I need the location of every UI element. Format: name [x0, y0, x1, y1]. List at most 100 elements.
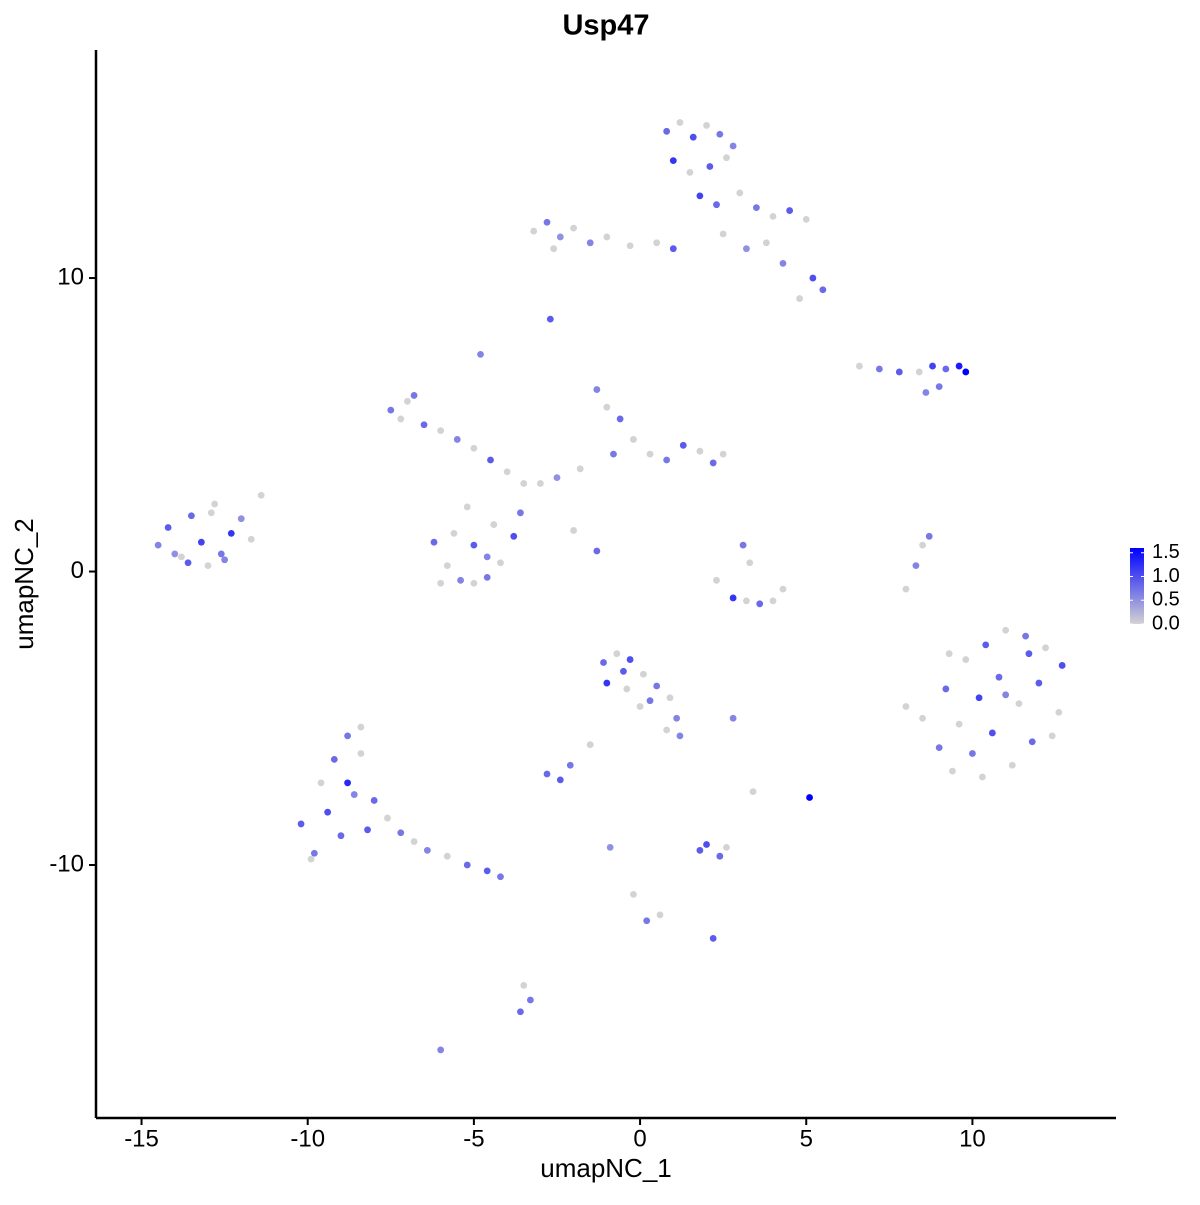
cell-point — [716, 130, 724, 138]
cell-point — [729, 142, 737, 150]
cell-point — [344, 732, 351, 740]
points — [154, 119, 1066, 1054]
cell-point — [586, 741, 594, 749]
cell-point — [653, 239, 661, 247]
cell-point — [556, 233, 564, 241]
cell-point — [716, 852, 724, 860]
cell-point — [1035, 679, 1043, 687]
cell-point — [723, 844, 730, 851]
cell-point — [945, 650, 953, 658]
cell-point — [536, 480, 544, 487]
cell-point — [227, 529, 235, 537]
cell-point — [517, 1008, 524, 1016]
cell-point — [453, 436, 461, 443]
cell-point — [929, 362, 936, 370]
cell-point — [942, 365, 950, 373]
cell-point — [483, 553, 491, 561]
cell-point — [576, 465, 584, 473]
cell-point — [593, 547, 601, 555]
cell-point — [387, 406, 395, 414]
cell-point — [483, 573, 491, 581]
cell-point — [646, 450, 654, 458]
cell-point — [955, 720, 963, 728]
cell-point — [686, 168, 694, 176]
cell-point — [344, 779, 351, 787]
cell-point — [257, 491, 265, 499]
cell-point — [919, 541, 926, 549]
cell-point — [237, 515, 245, 523]
cell-point — [875, 365, 883, 373]
cell-point — [982, 641, 990, 649]
cell-point — [600, 659, 607, 666]
cell-point — [729, 714, 737, 722]
cell-point — [616, 415, 624, 423]
x-tick-label: 10 — [959, 1125, 986, 1152]
cell-point — [221, 556, 229, 564]
cell-point — [517, 509, 524, 517]
cell-point — [669, 245, 677, 253]
cell-point — [497, 559, 504, 567]
y-tick-label: 0 — [71, 557, 84, 584]
colorbar-label: 1.0 — [1152, 565, 1180, 587]
cell-point — [802, 215, 810, 223]
cell-point — [743, 245, 750, 253]
cell-point — [470, 579, 478, 587]
cell-point — [570, 224, 577, 232]
cell-point — [689, 133, 697, 141]
cell-point — [443, 562, 451, 570]
colorbar — [1130, 548, 1144, 624]
cell-point — [497, 873, 504, 881]
cell-point — [546, 315, 554, 323]
cell-point — [384, 814, 391, 822]
cell-point — [739, 541, 747, 549]
cell-point — [919, 714, 926, 722]
cell-point — [656, 911, 664, 919]
cell-point — [550, 245, 558, 253]
cell-point — [1028, 738, 1036, 746]
cell-point — [636, 703, 644, 710]
cell-point — [470, 541, 478, 549]
cell-point — [410, 392, 418, 399]
cell-point — [364, 826, 371, 834]
colorbar-label: 0.5 — [1152, 589, 1180, 611]
cell-point — [756, 600, 764, 608]
cell-point — [779, 585, 787, 593]
cell-point — [719, 450, 727, 458]
cell-point — [543, 218, 551, 226]
cell-point — [457, 576, 464, 584]
x-tick-label: -5 — [463, 1125, 484, 1152]
cell-point — [1015, 700, 1023, 707]
cell-point — [769, 213, 777, 220]
cell-point — [643, 917, 651, 925]
chart-title: Usp47 — [562, 10, 649, 42]
cell-point — [902, 703, 910, 710]
cell-point — [752, 204, 760, 212]
cell-point — [626, 656, 634, 663]
cell-point — [477, 350, 484, 358]
cell-point — [197, 538, 205, 546]
cell-point — [806, 794, 813, 801]
cell-point — [706, 163, 714, 170]
cell-point — [603, 679, 611, 687]
cell-point — [204, 562, 212, 570]
cell-point — [526, 996, 534, 1004]
cell-point — [490, 521, 498, 528]
cell-point — [955, 362, 963, 370]
cell-point — [969, 750, 976, 757]
cell-point — [171, 550, 179, 558]
cell-point — [324, 808, 332, 816]
cell-point — [1008, 761, 1016, 769]
cell-point — [995, 673, 1003, 681]
cell-point — [217, 550, 225, 558]
cell-point — [357, 750, 365, 757]
cell-point — [653, 682, 661, 690]
cell-point — [713, 201, 720, 209]
cell-point — [713, 576, 720, 584]
cell-point — [902, 585, 910, 593]
cell-point — [566, 761, 574, 769]
cell-point — [404, 397, 411, 405]
cell-point — [696, 447, 704, 455]
cell-point — [211, 500, 219, 508]
colorbar-label: 1.5 — [1152, 541, 1180, 563]
cell-point — [696, 192, 704, 200]
